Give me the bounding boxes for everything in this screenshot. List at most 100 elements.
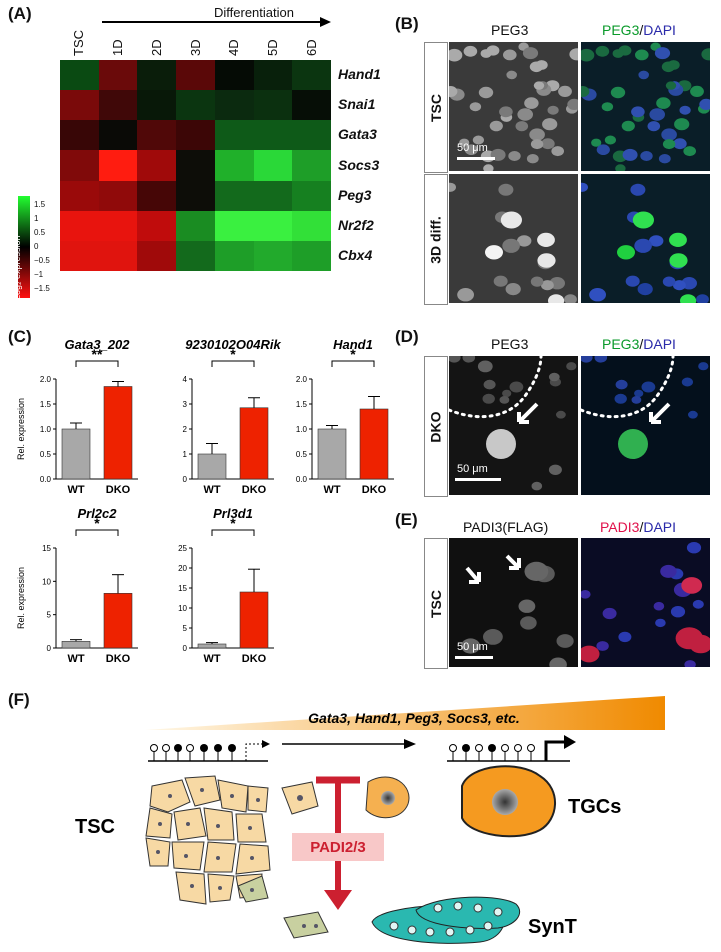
nucleus — [669, 232, 687, 247]
bar-wt — [317, 428, 347, 480]
nucleus — [692, 599, 704, 609]
nucleus — [485, 245, 503, 260]
y-tick-label: 5 — [47, 611, 52, 620]
nucleus — [615, 164, 626, 171]
nucleus — [541, 138, 555, 150]
nucleus — [696, 294, 709, 303]
arrow-icon — [517, 402, 539, 424]
dapi-blue-label: DAPI — [643, 22, 676, 38]
legend-tick: −1 — [34, 270, 44, 279]
heatmap-cell-socs3-2d — [137, 150, 177, 181]
heatmap-cell-cbx4-6d — [292, 240, 331, 271]
nucleus — [594, 356, 608, 363]
panel-b-merge-title: PEG3/DAPI — [602, 22, 676, 38]
nucleus — [518, 599, 536, 613]
heatmap-cell-peg3-1d — [98, 180, 138, 211]
heatmap-cell-snai1-5d — [253, 90, 293, 121]
syncytial-precursor-2 — [283, 911, 329, 939]
bar-dko — [239, 407, 269, 480]
nucleus — [701, 48, 710, 61]
arrow-icon — [649, 402, 671, 424]
nucleus — [524, 97, 539, 109]
dapi-blue-label: DAPI — [643, 336, 676, 352]
gene-label-peg3: Peg3 — [338, 186, 372, 203]
y-tick-label: 5 — [183, 624, 188, 633]
micrograph-e-merge — [581, 538, 710, 667]
bar-chart-9230102o04rik: 9230102O04Rik 0 1 2 3 4 WT DKO * — [183, 337, 282, 496]
nucleus — [604, 135, 616, 145]
y-tick-label: 4 — [183, 375, 188, 384]
heatmap-cell-gata3-tsc — [60, 120, 99, 151]
heatmap-cell-nr2f2-6d — [292, 210, 331, 241]
nucleus — [522, 47, 539, 60]
nucleus — [529, 128, 545, 141]
nucleus — [660, 564, 677, 578]
nucleus — [537, 232, 555, 247]
nucleus — [622, 148, 638, 161]
micrograph-b-3d-merge — [581, 174, 710, 303]
y-axis-label: Rel. expression — [16, 398, 26, 460]
y-tick-label: 0.5 — [296, 450, 308, 459]
nucleus — [566, 362, 577, 371]
bar-chart-prl2c2: Prl2c2 0 5 10 15 Rel. expression WT DKO * — [16, 506, 138, 665]
nucleus — [699, 98, 710, 110]
nucleus — [680, 294, 697, 303]
x-label-dko: DKO — [242, 484, 267, 496]
nucleus — [581, 48, 595, 62]
nucleus — [517, 235, 532, 247]
significance-bracket — [331, 360, 375, 367]
x-label-wt: WT — [203, 653, 220, 665]
legend-tick: 0.5 — [34, 228, 46, 237]
nucleus — [591, 138, 602, 147]
x-label-dko: DKO — [242, 653, 267, 665]
heatmap-cell-nr2f2-tsc — [60, 210, 99, 241]
heatmap-cell-hand1-5d — [253, 60, 293, 91]
heatmap-cell-cbx4-4d — [214, 240, 254, 271]
nucleus — [647, 121, 661, 132]
heatmap-cell-hand1-4d — [214, 60, 254, 91]
nucleus — [581, 590, 591, 599]
nucleus — [530, 139, 544, 150]
dotted-boundary — [581, 356, 675, 419]
nucleus — [547, 105, 559, 115]
nucleus — [502, 389, 512, 398]
nucleus — [541, 280, 554, 291]
heatmap-cell-socs3-1d — [98, 150, 138, 181]
nucleus — [612, 49, 624, 58]
heatmap-cell-snai1-2d — [137, 90, 177, 121]
heatmap-cell-hand1-6d — [292, 60, 331, 91]
peg3-green-label: PEG3 — [602, 336, 640, 352]
significance-stars: * — [230, 346, 236, 362]
differentiation-label: Differentiation — [214, 5, 294, 20]
nucleus — [556, 634, 574, 648]
x-label-dko: DKO — [106, 653, 131, 665]
gene-label-snai1: Snai1 — [338, 96, 376, 113]
heatmap-cell-nr2f2-3d — [176, 210, 215, 241]
slash: / — [639, 336, 644, 352]
nucleus — [596, 641, 609, 651]
nucleus — [656, 97, 671, 109]
bar-chart-prl3d1: Prl3d1 0 5 10 15 20 25 WT DKO * — [178, 506, 274, 665]
row-label-3d-diff: 3D diff. — [424, 174, 448, 305]
heatmap-cell-peg3-6d — [292, 180, 331, 211]
nucleus — [653, 601, 665, 611]
slash: / — [639, 22, 644, 38]
nucleus — [515, 121, 529, 132]
x-label-dko: DKO — [106, 484, 131, 496]
padi-arrowhead — [324, 890, 352, 910]
bar-wt — [197, 453, 227, 480]
legend-tick: 1.5 — [34, 200, 46, 209]
nucleus — [631, 106, 645, 118]
methylation-pins-left — [150, 744, 236, 761]
panel-d-merge-title: PEG3/DAPI — [602, 336, 676, 352]
y-tick-label: 1.5 — [296, 400, 308, 409]
peg3-green-label: PEG3 — [602, 22, 640, 38]
nucleus — [658, 154, 671, 164]
panel-e-gray-title: PADI3(FLAG) — [463, 519, 549, 535]
nucleus — [499, 396, 510, 404]
heatmap-cell-snai1-1d — [98, 90, 138, 121]
arrow-icon — [465, 566, 481, 584]
heatmap-cell-gata3-4d — [214, 120, 254, 151]
x-label-wt: WT — [67, 653, 84, 665]
nucleus — [569, 48, 578, 61]
